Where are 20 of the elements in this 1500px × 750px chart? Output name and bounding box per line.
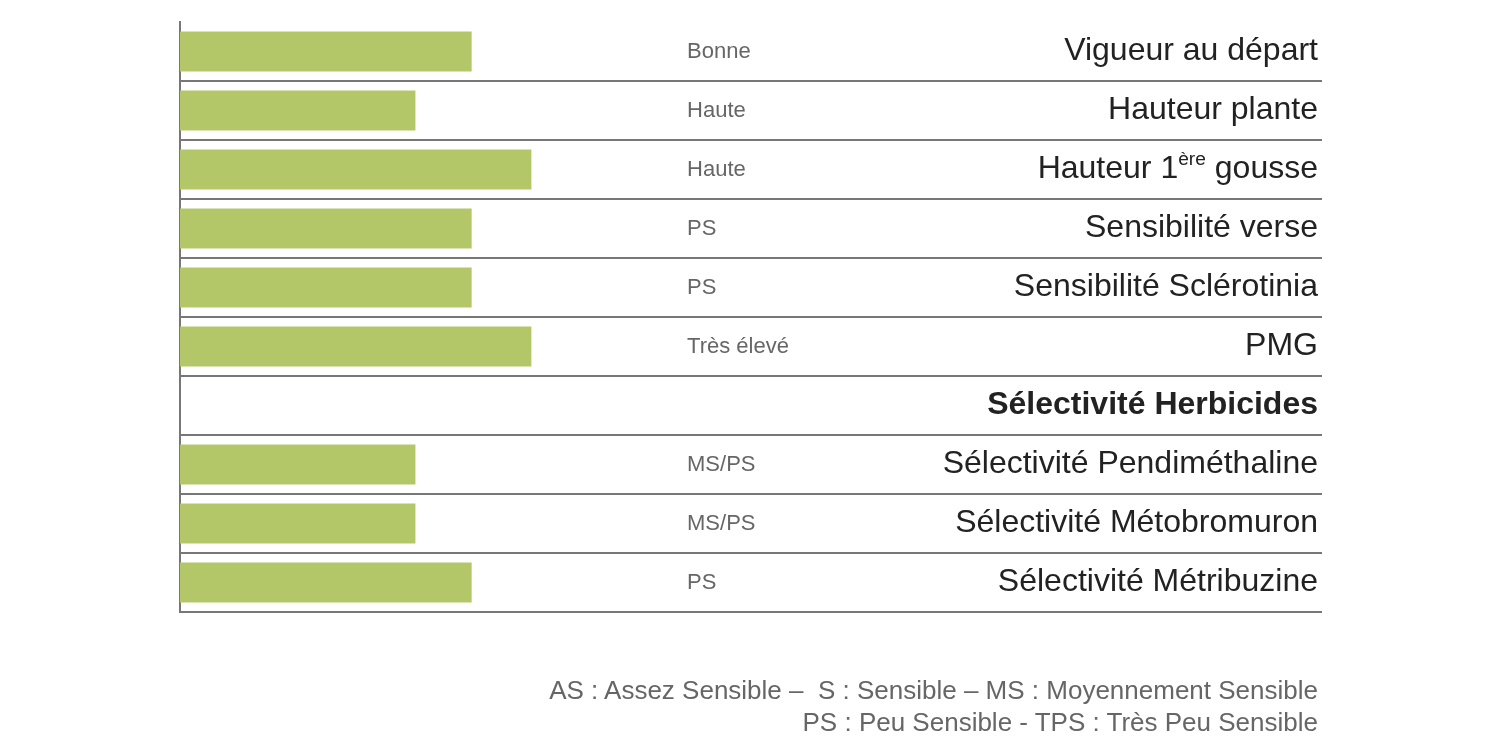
text: Haute (687, 155, 746, 181)
y-tick-label: Sensibilité verse (1085, 208, 1318, 245)
y-tick-label: Sensibilité Sclérotinia (1013, 267, 1319, 304)
text: PS (687, 273, 717, 299)
text: PS : Peu Sensible - TPS : Très Peu Sensible (802, 707, 1318, 738)
y-tick-label: Sélectivité Métobromuron (955, 503, 1318, 540)
text: MS/PS (687, 450, 756, 476)
y-tick-label: Hauteur plante (1108, 90, 1318, 127)
y-tick-label: Vigueur au départ (1064, 31, 1319, 68)
y-tick-label: Sélectivité Métribuzine (997, 562, 1318, 599)
text: AS : Assez Sensible – S : Sensible – MS : Moyennement Sensible (549, 675, 1318, 706)
text: Très élevé (687, 332, 789, 358)
text: Bonne (687, 37, 751, 63)
y-tick-label: PMG (1245, 326, 1318, 363)
text: PS (687, 568, 717, 594)
text: Haute (687, 96, 746, 122)
y-tick-label: Sélectivité Herbicides (987, 385, 1318, 422)
y-tick-label: Sélectivité Pendiméthaline (942, 444, 1318, 481)
text: PS (687, 214, 717, 240)
text: MS/PS (687, 509, 756, 535)
